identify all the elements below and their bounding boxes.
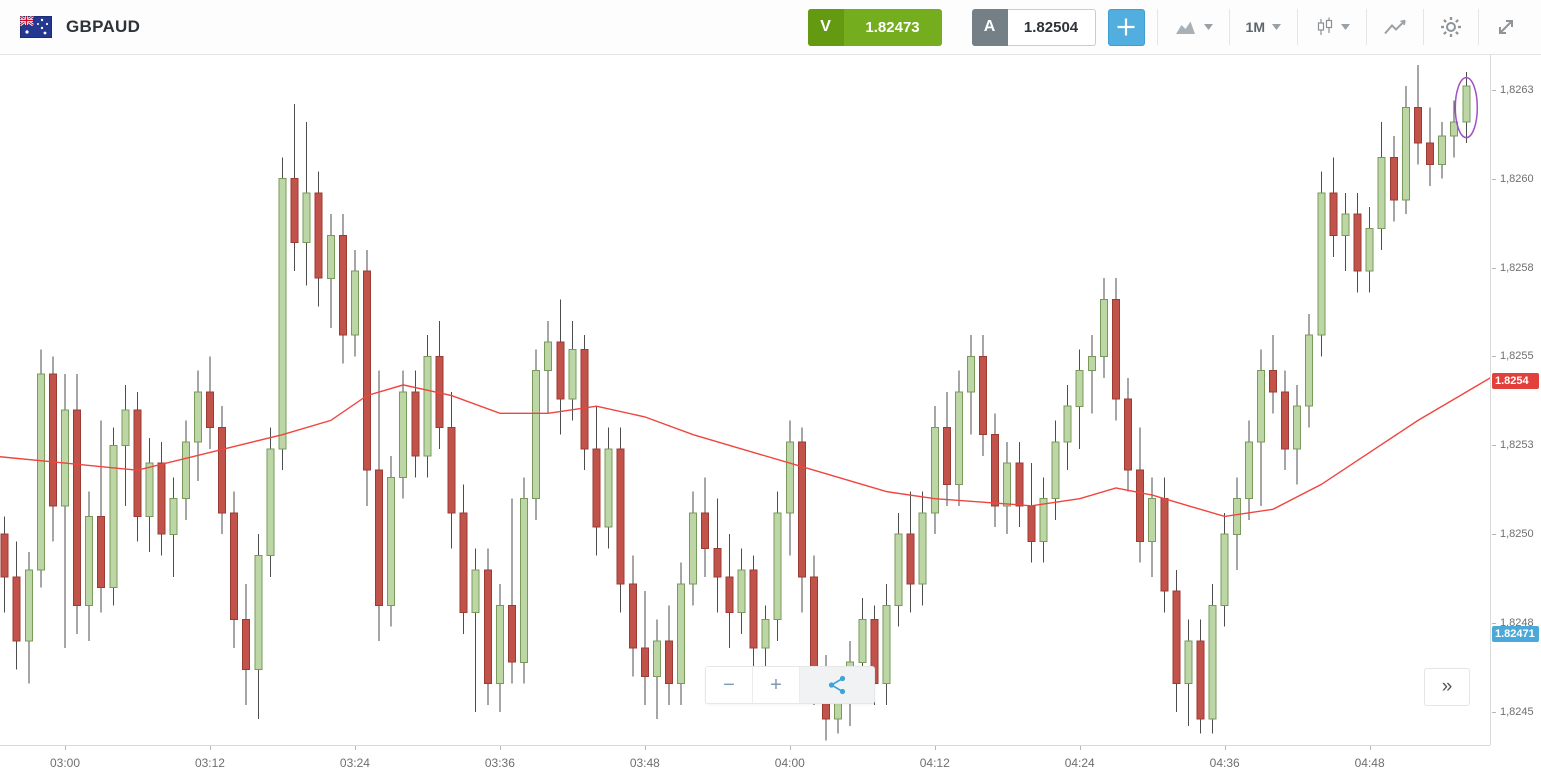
buy-side-label: A	[971, 8, 1008, 46]
candles-layer	[0, 64, 1471, 741]
candle-style-dropdown[interactable]	[1306, 9, 1358, 46]
price-axis-label: 1,8263	[1492, 83, 1534, 96]
share-button[interactable]	[800, 667, 874, 703]
trend-line-icon	[1383, 17, 1407, 37]
time-axis-label: 03:48	[629, 746, 660, 770]
toolbar-separator	[1297, 9, 1298, 45]
toolbar-separator	[1228, 9, 1230, 45]
chart-plot-area[interactable]	[0, 55, 1490, 745]
price-axis-label: 1,8253	[1492, 439, 1534, 452]
price-badge: 1.82471	[1492, 625, 1539, 642]
candlestick-chart[interactable]	[0, 55, 1490, 745]
sell-price: 1.82473	[865, 18, 920, 36]
price-axis-label: 1,8258	[1492, 261, 1534, 274]
sell-side-label: V	[807, 8, 844, 46]
time-axis-label: 04:24	[1064, 746, 1095, 770]
crosshair-tool-button[interactable]	[1107, 8, 1145, 46]
timeframe-label: 1M	[1245, 19, 1265, 35]
price-axis-label: 1,8260	[1492, 172, 1534, 185]
zoom-in-button[interactable]: +	[753, 667, 800, 703]
time-axis[interactable]: 03:00 03:12 03:24 03:36 03:48 04:00 04:12 04:24…	[0, 745, 1490, 780]
instrument-header: GBPAUD	[20, 16, 140, 38]
moving-average-line	[0, 377, 1490, 518]
time-axis-label: 03:12	[194, 746, 225, 770]
area-chart-icon	[1174, 18, 1197, 36]
time-axis-label: 04:12	[919, 746, 950, 770]
time-axis-label: 03:00	[49, 746, 81, 770]
zoom-out-button[interactable]: −	[706, 667, 753, 703]
timeframe-dropdown[interactable]: 1M	[1238, 9, 1289, 46]
chart-type-dropdown[interactable]	[1166, 9, 1221, 46]
settings-button[interactable]	[1432, 9, 1470, 46]
share-icon	[827, 674, 847, 696]
time-axis-label: 03:36	[484, 746, 515, 770]
price-badge: 1.8254	[1492, 373, 1539, 390]
expand-panel-button[interactable]: »	[1424, 668, 1470, 706]
price-axis[interactable]: 1,8263 1,8260 1,8258 1,8255 1,8253 1,8250 1,82…	[1490, 55, 1541, 745]
time-axis-label: 04:36	[1209, 746, 1240, 770]
fullscreen-button[interactable]	[1487, 9, 1525, 46]
expand-icon	[1495, 16, 1517, 38]
toolbar-separator	[1156, 9, 1158, 45]
price-axis-label: 1,8255	[1492, 350, 1534, 363]
chevron-down-icon	[1272, 24, 1281, 30]
candlestick-icon	[1314, 17, 1334, 37]
sell-button[interactable]: V 1.82473	[807, 8, 942, 46]
price-axis-label: 1,8250	[1492, 528, 1534, 541]
time-axis-label: 04:00	[774, 746, 805, 770]
time-axis-label: 04:48	[1354, 746, 1385, 770]
instrument-symbol: GBPAUD	[66, 17, 141, 36]
highlight-ellipse	[1454, 76, 1479, 139]
buy-price: 1.82504	[1007, 8, 1096, 46]
toolbar-separator	[1423, 9, 1424, 45]
price-axis-label: 1,8245	[1492, 706, 1534, 718]
time-axis-label: 03:24	[339, 746, 370, 770]
buy-button[interactable]: A 1.82504	[971, 8, 1096, 46]
toolbar: GBPAUD V 1.82473 A 1.82504	[0, 0, 1541, 55]
gear-icon	[1440, 16, 1462, 38]
toolbar-separator	[1366, 9, 1367, 45]
chevron-down-icon	[1341, 24, 1350, 30]
chart-zoom-controls: − +	[705, 666, 875, 704]
toolbar-controls: V 1.82473 A 1.82504	[807, 8, 1525, 46]
toolbar-separator	[1478, 9, 1479, 45]
gbpaud-flag-icon	[20, 16, 52, 38]
axis-corner	[1490, 745, 1541, 780]
chevron-down-icon	[1203, 24, 1213, 30]
trend-indicator-button[interactable]	[1375, 9, 1415, 46]
crosshair-icon	[1116, 17, 1136, 37]
